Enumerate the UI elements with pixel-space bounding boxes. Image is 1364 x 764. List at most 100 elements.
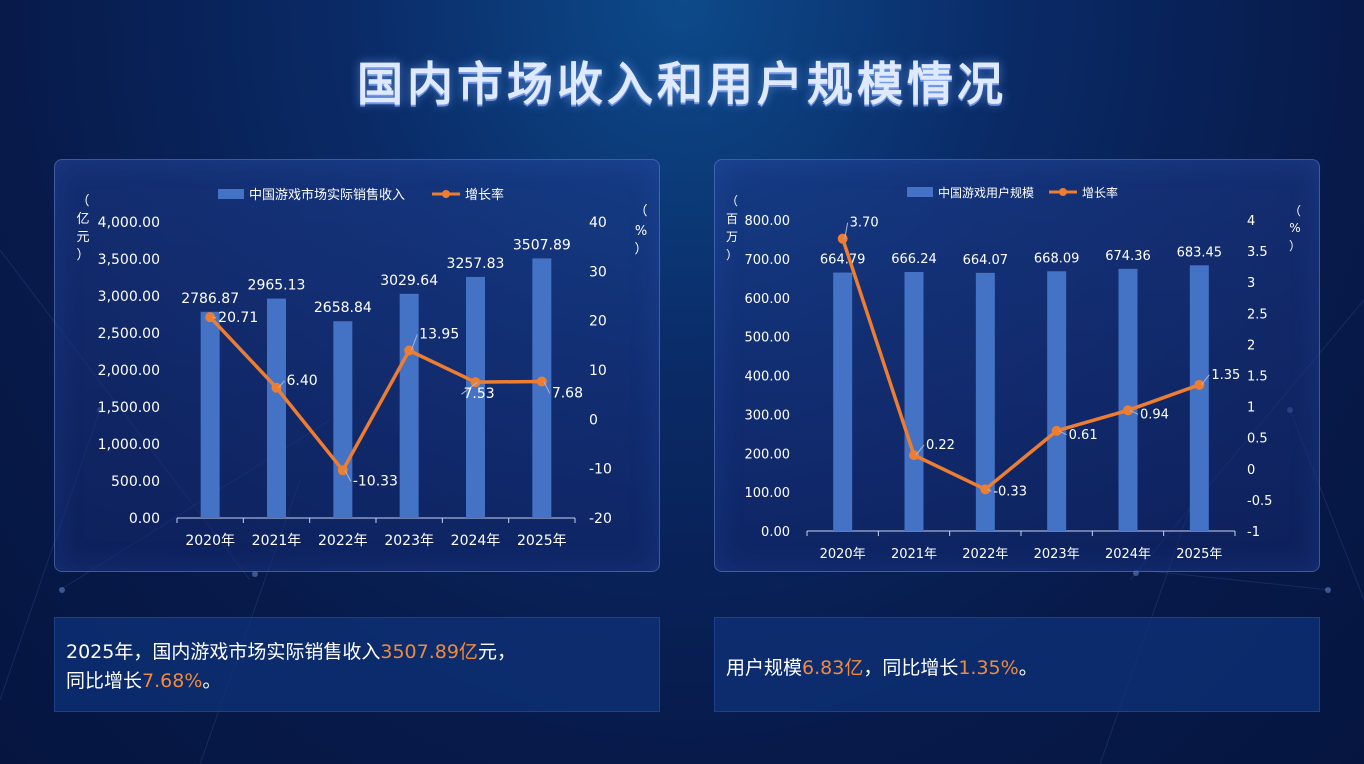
y-axis-unit-label: （ [726,194,738,208]
y-tick-label: 500.00 [111,474,160,490]
y-axis-unit-label: ） [76,248,89,263]
bar [904,271,924,531]
line-point [337,465,348,476]
y2-tick-label: 2 [1247,338,1255,353]
bar-data-label: 2658.84 [314,300,372,316]
y2-tick-label: 0 [1247,463,1255,478]
line-data-label: -10.33 [353,473,398,489]
y-tick-label: 1,500.00 [98,400,160,416]
summary-text: 。 [202,670,222,692]
x-tick-label: 2025年 [517,533,567,549]
bar-data-label: 683.45 [1177,245,1223,260]
users-chart: 中国游戏用户规模 增长率 （ 百万 ） （% ） 0.00 100.00 200.00 300.00… [726,185,1301,562]
bar-data-label: 3507.89 [513,237,571,253]
y-tick-label: 0.00 [761,525,790,540]
revenue-chart: 中国游戏市场实际销售收入 增长率 （ 亿元 ） （% ） 0.00 500.00 1,000.00… [76,187,647,549]
users-chart-panel: 中国游戏用户规模 增长率 （ 百万 ） （% ） 0.00 100.00 200.00 300.00… [714,159,1320,572]
y-axis-unit-label: 亿 [76,212,89,227]
bar [1189,265,1209,531]
bar [333,321,353,518]
page-title: 国内市场收入和用户规模情况 [357,57,1007,111]
y2-tick-label: 0.5 [1247,432,1268,447]
y2-tick-label: -0.5 [1247,494,1272,509]
x-tick-label: 2021年 [252,533,302,549]
bar [1047,271,1067,531]
line-data-label: 3.70 [850,216,879,231]
line-data-label: 7.68 [552,385,583,401]
y-tick-label: 100.00 [745,486,791,501]
bar-data-label: 664.79 [820,253,866,268]
y2-axis-unit-label: ） [634,242,647,257]
line-label-leader [844,222,849,239]
x-tick-label: 2022年 [962,547,1008,562]
y-axis-unit-label: ） [726,248,738,262]
line-label-leader [915,444,925,456]
y-tick-label: 0.00 [129,511,160,527]
line-point [980,484,991,495]
users-summary-box: 用户规模6.83亿，同比增长1.35%。 [714,617,1320,712]
line-data-label: -0.33 [993,484,1027,499]
summary-text: 。 [1018,657,1038,679]
line-label-leader [212,316,217,319]
x-tick-label: 2024年 [451,533,501,549]
summary-highlight: 3507.89亿 [380,641,478,663]
x-tick-label: 2020年 [185,533,235,549]
bar-data-label: 2786.87 [181,291,239,307]
bar-data-label: 3029.64 [380,273,438,289]
bar [1118,268,1138,531]
line-label-leader [1200,374,1210,386]
line-point [909,450,919,461]
legend-item-line: 增长率 [465,187,504,203]
legend-item-bar: 中国游戏市场实际销售收入 [249,187,405,203]
line-label-leader [344,470,352,482]
line-data-label: 13.95 [419,327,459,343]
line-label-leader [987,488,992,492]
legend-item-bar: 中国游戏用户规模 [938,185,1034,200]
revenue-chart-panel: 中国游戏市场实际销售收入 增长率 （ 亿元 ） （% ） 0.00 500.00 1,000.00… [54,159,660,572]
y2-tick-label: 4 [1247,214,1255,229]
revenue-summary-text: 2025年，国内游戏市场实际销售收入3507.89亿元， 同比增长7.68%。 [66,638,516,696]
summary-text: 元， [477,641,516,663]
y-axis-unit-label: （ [76,194,89,209]
bar-data-label: 2965.13 [248,278,306,294]
y-axis-unit-label: 万 [726,230,738,244]
y2-tick-label: 10 [589,363,607,379]
bar [267,298,286,518]
summary-text: ，同比增长 [863,657,959,679]
line-label-leader [1058,430,1067,436]
bar-data-label: 674.36 [1105,249,1151,264]
y2-tick-label: 20 [589,314,607,330]
x-tick-label: 2025年 [1176,547,1222,562]
y-tick-label: 2,500.00 [98,326,160,342]
y-tick-label: 3,500.00 [98,252,160,268]
y-tick-label: 400.00 [745,370,791,385]
x-tick-label: 2024年 [1105,547,1151,562]
line-label-leader [543,381,551,394]
y2-tick-label: 0 [589,412,598,428]
bar-data-label: 668.09 [1034,251,1080,266]
revenue-summary-box: 2025年，国内游戏市场实际销售收入3507.89亿元， 同比增长7.68%。 [54,617,660,712]
y-axis-unit-label: 元 [76,230,89,245]
summary-text: 2025年，国内游戏市场实际销售收入 [66,641,381,663]
bar-data-label: 664.07 [963,253,1009,268]
y-tick-label: 4,000.00 [98,215,160,231]
y2-axis-unit-label: （ [634,204,647,219]
bar-data-label: 3257.83 [447,256,505,272]
y-tick-label: 2,000.00 [98,363,160,379]
legend-bar-swatch [907,187,933,197]
y2-axis-unit-label: % [1289,221,1300,235]
summary-highlight: 1.35% [958,657,1019,679]
y2-axis-unit-label: （ [1289,204,1301,218]
growth-rate-line [841,238,1200,492]
y2-tick-label: 3 [1247,276,1255,291]
growth-rate-line [208,315,542,473]
bar [200,311,220,518]
line-point [1051,425,1062,436]
legend-bar-swatch [218,189,244,199]
y2-tick-label: 3.5 [1247,245,1268,260]
line-data-label: 0.61 [1069,428,1098,443]
y2-tick-label: 30 [589,264,607,280]
line-label-leader [461,381,478,395]
summary-text: 用户规模 [726,657,803,679]
line-label-leader [410,334,418,351]
